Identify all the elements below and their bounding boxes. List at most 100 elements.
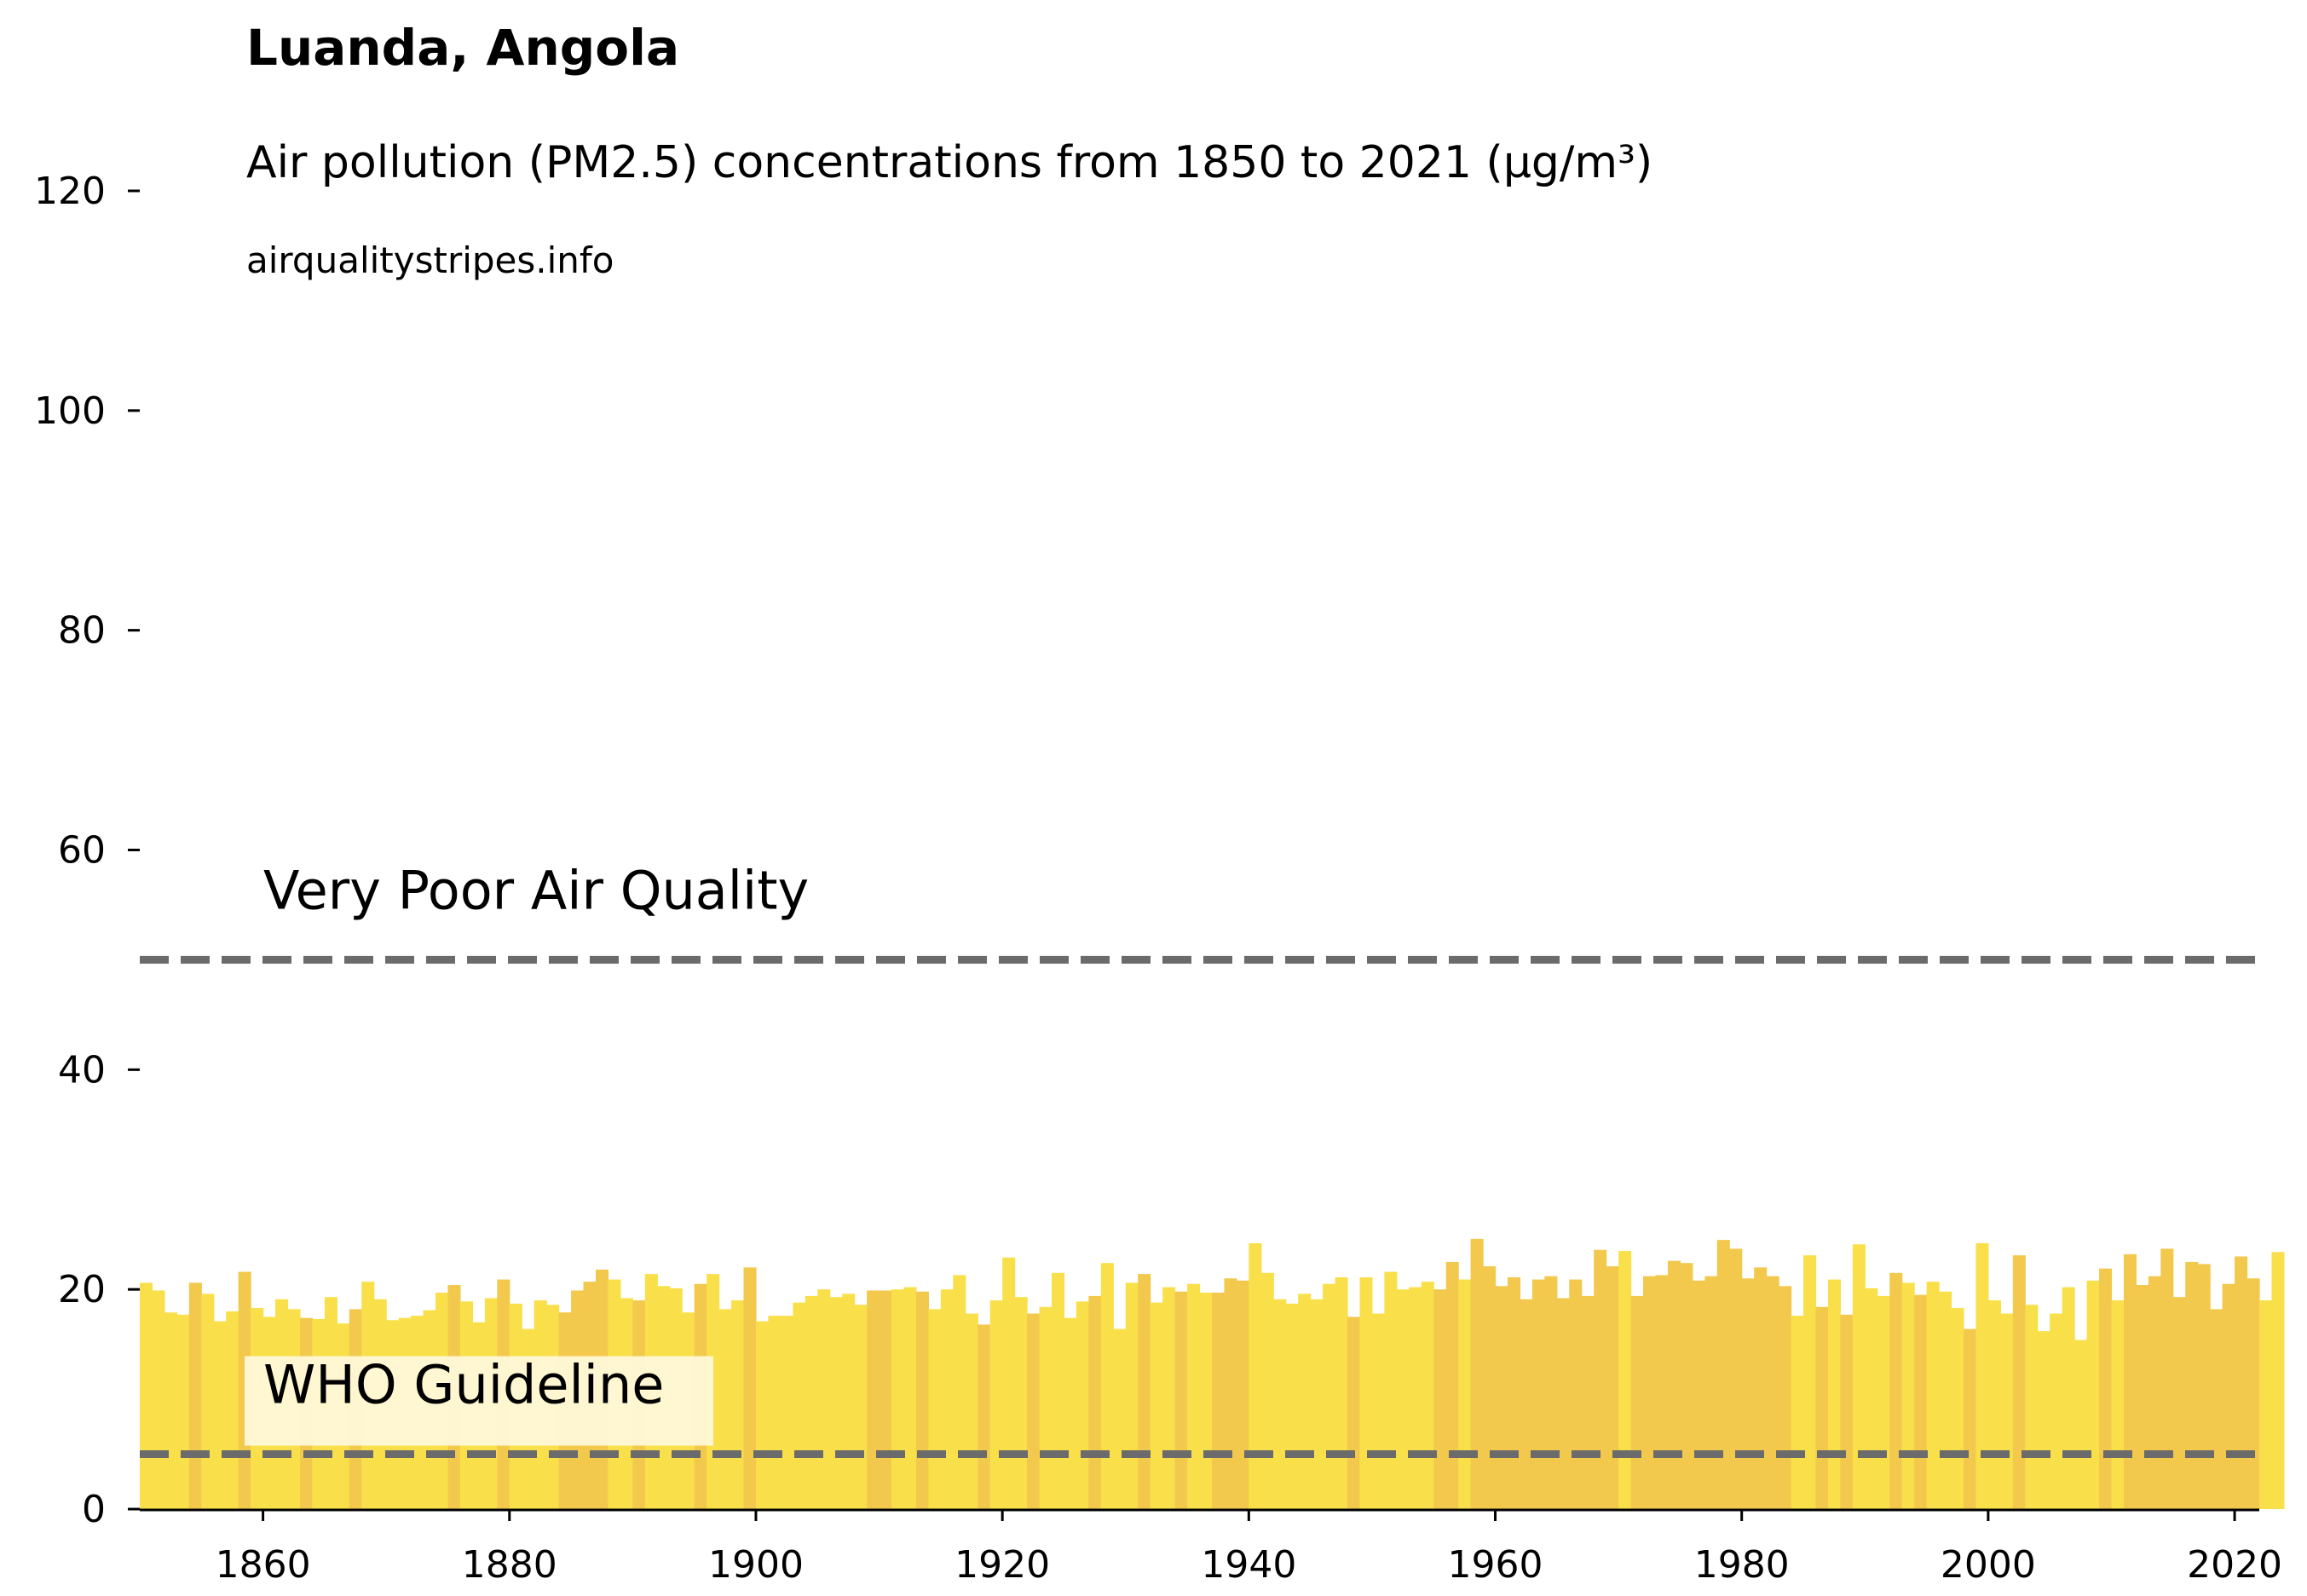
y-tick-label: 0 <box>82 1488 106 1531</box>
bar <box>1174 1291 1188 1509</box>
bar <box>842 1294 856 1509</box>
bar <box>1088 1295 1102 1509</box>
x-tick-label: 1860 <box>216 1543 311 1587</box>
bar <box>1840 1314 1854 1509</box>
x-axis: 1860 1880 1900 1920 1940 1960 1980 2000 2020 <box>140 1508 2282 1587</box>
bar <box>718 1309 732 1509</box>
bar <box>1310 1299 1324 1509</box>
bar <box>1716 1240 1730 1509</box>
bar <box>1470 1238 1484 1509</box>
bar <box>1569 1279 1583 1509</box>
bar <box>1531 1279 1545 1509</box>
bar <box>1100 1263 1114 1509</box>
bar <box>2099 1268 2113 1509</box>
bar <box>793 1302 806 1509</box>
chart-subtitle: Air pollution (PM2.5) concentrations fro… <box>246 137 1652 188</box>
bar <box>1224 1278 1237 1509</box>
bar <box>1754 1267 1768 1509</box>
y-tick-label: 60 <box>58 829 106 873</box>
bar <box>1199 1293 1213 1509</box>
bar <box>1914 1294 1928 1509</box>
x-tick-label: 2000 <box>1941 1543 2036 1587</box>
bar <box>1889 1272 1903 1509</box>
bar <box>1495 1286 1508 1509</box>
bar <box>1507 1276 1521 1509</box>
bar <box>1051 1272 1065 1509</box>
bar <box>1827 1279 1841 1509</box>
bar <box>755 1321 770 1509</box>
bar <box>2172 1297 2186 1509</box>
bar <box>2123 1253 2137 1509</box>
bar <box>2259 1300 2273 1509</box>
bar <box>1939 1291 1952 1509</box>
bar <box>2222 1283 2235 1509</box>
bar <box>891 1289 905 1509</box>
y-tick-label: 40 <box>58 1048 106 1092</box>
bar <box>1630 1295 1644 1509</box>
bar <box>743 1267 757 1509</box>
bar <box>1138 1274 1151 1509</box>
bar <box>1618 1251 1632 1509</box>
bar <box>1273 1299 1287 1509</box>
bar <box>1791 1316 1804 1509</box>
bar <box>2148 1276 2161 1509</box>
bar <box>1433 1289 1447 1509</box>
bar <box>2037 1331 2050 1509</box>
bar <box>1951 1308 1964 1509</box>
bar <box>854 1305 868 1509</box>
bar <box>731 1300 745 1509</box>
bar <box>953 1275 966 1509</box>
bar <box>201 1294 215 1509</box>
bar <box>2271 1252 2285 1509</box>
bar <box>1298 1294 1312 1509</box>
bar <box>867 1290 880 1509</box>
reference-lines: Very Poor Air Quality WHO Guideline <box>140 859 2259 1459</box>
bar <box>1865 1288 1878 1509</box>
bar <box>1027 1313 1041 1509</box>
bar <box>1729 1248 1743 1509</box>
y-tick-label: 20 <box>58 1268 106 1311</box>
bar <box>1347 1317 1361 1509</box>
bar <box>1211 1293 1226 1509</box>
bar <box>1396 1289 1410 1509</box>
bar <box>1901 1282 1915 1509</box>
bar <box>1766 1276 1779 1509</box>
bar <box>1458 1279 1472 1509</box>
bar <box>1002 1257 1016 1509</box>
y-tick-label: 120 <box>34 170 106 213</box>
bar <box>2062 1287 2075 1509</box>
bar <box>2160 1248 2174 1509</box>
bar <box>1877 1295 1890 1509</box>
bar <box>915 1291 929 1509</box>
bar <box>188 1282 202 1509</box>
bar <box>2074 1340 2088 1509</box>
bar <box>989 1300 1003 1509</box>
bar <box>1803 1255 1817 1509</box>
y-tick-label: 100 <box>34 389 106 433</box>
bar <box>1655 1275 1669 1509</box>
bar <box>2246 1278 2260 1509</box>
bar <box>1680 1263 1693 1509</box>
chart-title: Luanda, Angola <box>246 19 679 77</box>
bar <box>1039 1306 1053 1509</box>
y-axis: 0 20 40 60 80 100 120 <box>34 170 140 1531</box>
x-tick-label: 1960 <box>1448 1543 1543 1587</box>
bar <box>2210 1309 2223 1509</box>
bar <box>152 1290 165 1509</box>
bar <box>768 1316 781 1509</box>
bar <box>1113 1328 1127 1509</box>
bar <box>1150 1302 1163 1509</box>
bar <box>1692 1280 1705 1509</box>
bar <box>2136 1285 2149 1509</box>
bar <box>1667 1260 1681 1509</box>
bar <box>1421 1282 1434 1509</box>
bar <box>1359 1276 1373 1509</box>
bar <box>1409 1287 1422 1509</box>
bar <box>1963 1328 1977 1509</box>
bar <box>1643 1276 1657 1509</box>
bar <box>1323 1283 1336 1509</box>
y-tick-label: 80 <box>58 609 106 653</box>
bar <box>1581 1295 1595 1509</box>
bar <box>1779 1286 1792 1509</box>
